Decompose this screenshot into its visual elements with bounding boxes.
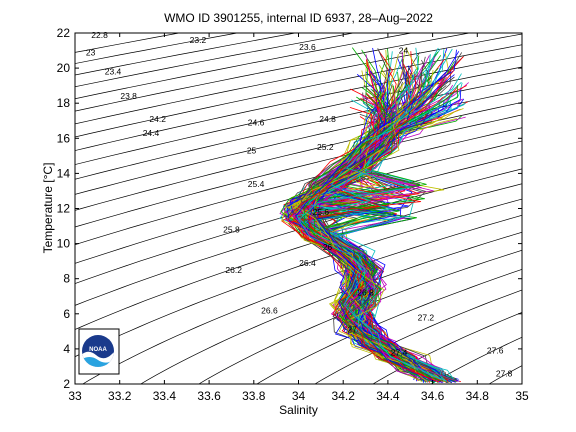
contour-label: 27 — [347, 325, 357, 335]
x-tick-label: 34 — [292, 389, 306, 403]
contour-label: 22.8 — [91, 30, 108, 40]
y-tick-label: 6 — [63, 307, 70, 321]
density-contour — [75, 33, 414, 100]
y-tick-label: 10 — [57, 237, 71, 251]
contour-label: 27.4 — [391, 347, 408, 357]
x-tick-label: 34.2 — [332, 389, 356, 403]
density-contour — [82, 214, 522, 384]
profile-line — [290, 107, 441, 381]
density-contour-labels: 22.8 23 23.2 23.4 23.6 23.8 24 24.2 24.4 24.6 24.8… — [86, 30, 513, 379]
density-contour — [75, 33, 356, 88]
x-tick-label: 33 — [68, 389, 82, 403]
x-tick-label: 33.6 — [197, 389, 221, 403]
contour-label: 26 — [323, 242, 333, 252]
density-contour — [75, 33, 522, 125]
contour-label: 25 — [247, 146, 257, 156]
y-tick-label: 16 — [57, 131, 71, 145]
contour-label: 23.6 — [299, 42, 316, 52]
density-contour — [75, 78, 522, 180]
density-contour — [75, 127, 522, 246]
y-tick-label: 12 — [57, 202, 71, 216]
x-axis-label: Salinity — [279, 403, 318, 417]
contour-label: 25.4 — [248, 179, 265, 189]
chart-title: WMO ID 3901255, internal ID 6937, 28–Aug… — [164, 11, 433, 25]
y-tick-label: 8 — [63, 272, 70, 286]
density-contour — [75, 183, 522, 330]
density-contour — [198, 249, 522, 384]
contour-label: 27.2 — [418, 312, 435, 322]
y-tick-label: 2 — [63, 377, 70, 391]
profile-lines — [279, 47, 469, 384]
contour-label: 27.8 — [496, 368, 513, 378]
contour-label: 24.6 — [248, 118, 265, 128]
contour-label: 26.8 — [357, 288, 374, 298]
contour-label: 25.8 — [223, 225, 240, 235]
contour-label: 24 — [399, 46, 409, 56]
x-tick-label: 33.8 — [242, 389, 266, 403]
x-tick-label: 34.8 — [466, 389, 490, 403]
contour-label: 26.6 — [261, 305, 278, 315]
x-tick-label: 34.6 — [421, 389, 445, 403]
x-tick-label: 33.2 — [108, 389, 132, 403]
y-tick-label: 22 — [57, 26, 71, 40]
density-contour — [75, 44, 522, 138]
profile-line — [298, 103, 432, 382]
profile-line — [300, 118, 437, 381]
x-tick-label: 34.4 — [376, 389, 400, 403]
contour-label: 24.8 — [319, 114, 336, 124]
y-tick-label: 18 — [57, 96, 71, 110]
profile-line — [297, 48, 453, 382]
y-tick-label: 20 — [57, 61, 71, 75]
density-contour — [75, 114, 522, 228]
contour-label: 23.2 — [190, 35, 207, 45]
profile-line — [294, 70, 444, 381]
contour-label: 24.4 — [143, 128, 160, 138]
density-contour — [372, 312, 522, 384]
profile-line — [314, 47, 435, 384]
density-contour — [140, 231, 522, 384]
x-axis-ticks: 33 33.2 33.4 33.6 33.8 34 34.2 34.4 34.6 34.8 35 — [68, 33, 529, 403]
noaa-logo-icon: NOAA — [78, 328, 120, 375]
contour-label: 23 — [86, 47, 96, 57]
contour-label: 27.6 — [487, 346, 504, 356]
noaa-logo-text: NOAA — [89, 347, 107, 353]
density-contour — [75, 102, 522, 211]
profile-line — [295, 51, 460, 382]
x-tick-label: 33.4 — [153, 389, 177, 403]
contour-label: 25.2 — [317, 142, 334, 152]
contour-label: 23.8 — [120, 91, 137, 101]
contour-label: 23.4 — [105, 67, 122, 77]
contour-label: 25.6 — [313, 207, 330, 217]
y-tick-label: 14 — [57, 166, 71, 180]
density-contour — [75, 33, 472, 112]
y-axis-label: Temperature [°C] — [41, 162, 55, 254]
x-tick-label: 35 — [515, 389, 529, 403]
density-contour — [314, 289, 522, 384]
contour-label: 26.4 — [299, 258, 316, 268]
y-tick-label: 4 — [63, 342, 70, 356]
density-contour — [75, 140, 522, 264]
contour-label: 26.2 — [225, 265, 242, 275]
density-contour — [519, 15, 576, 401]
profile-line — [287, 70, 455, 383]
contour-label: 24.2 — [149, 114, 166, 124]
